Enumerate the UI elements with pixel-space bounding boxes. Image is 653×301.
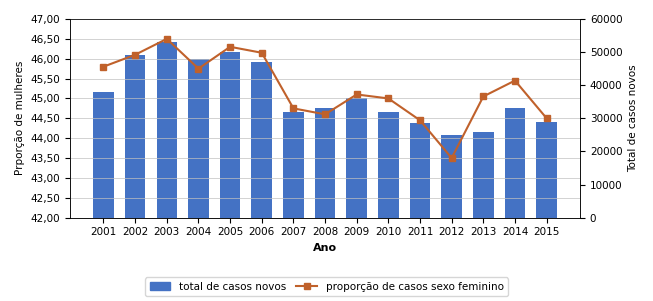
Bar xyxy=(315,108,336,218)
Legend: total de casos novos, proporção de casos sexo feminino: total de casos novos, proporção de casos… xyxy=(146,278,507,296)
X-axis label: Ano: Ano xyxy=(313,243,337,253)
Y-axis label: Total de casos novos: Total de casos novos xyxy=(628,64,638,172)
Bar xyxy=(347,98,367,218)
Bar xyxy=(157,42,177,218)
Bar xyxy=(441,135,462,218)
Bar xyxy=(378,112,398,218)
Bar xyxy=(251,62,272,218)
Bar xyxy=(125,55,146,218)
Bar xyxy=(473,132,494,218)
Bar xyxy=(220,52,240,218)
Bar xyxy=(505,108,525,218)
Bar xyxy=(283,112,304,218)
Bar xyxy=(188,59,209,218)
Bar xyxy=(93,92,114,218)
Bar xyxy=(409,123,430,218)
Y-axis label: Prporção de mulheres: Prporção de mulheres xyxy=(15,61,25,175)
Bar xyxy=(536,122,557,218)
